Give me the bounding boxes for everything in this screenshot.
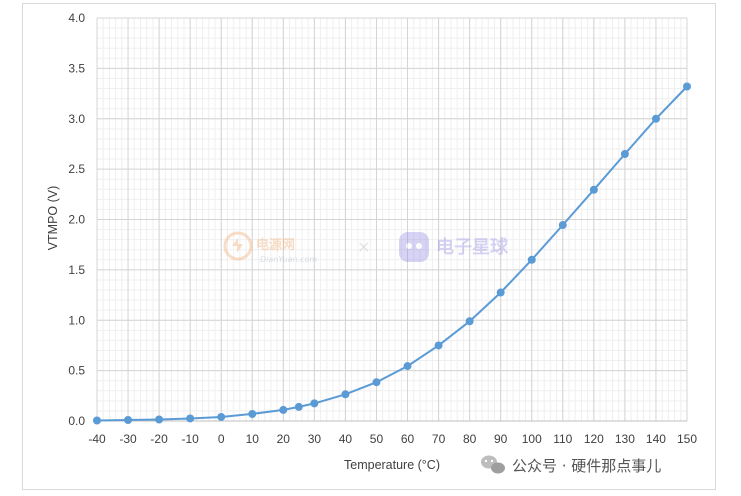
data-point bbox=[341, 390, 350, 399]
x-tick-label: 20 bbox=[277, 432, 291, 446]
data-point bbox=[434, 341, 443, 350]
data-point bbox=[372, 378, 381, 387]
x-tick-label: 0 bbox=[218, 432, 225, 446]
x-tick-label: -40 bbox=[88, 432, 106, 446]
y-tick-label: 0.5 bbox=[68, 364, 85, 378]
y-tick-label: 3.5 bbox=[68, 61, 85, 75]
x-tick-label: 60 bbox=[401, 432, 415, 446]
data-point bbox=[310, 399, 319, 408]
data-point bbox=[186, 414, 195, 423]
y-tick-label: 3.0 bbox=[68, 112, 85, 126]
data-point bbox=[93, 416, 101, 425]
dianyuan-logo: 电源网 DianYuan.com bbox=[223, 231, 317, 264]
x-tick-label: 30 bbox=[308, 432, 322, 446]
data-point bbox=[403, 362, 412, 371]
data-point bbox=[124, 415, 133, 424]
y-tick-label: 1.0 bbox=[68, 313, 85, 327]
x-tick-label: 10 bbox=[246, 432, 260, 446]
x-tick-label: 70 bbox=[432, 432, 446, 446]
watermark: 电源网 DianYuan.com × 电子星球 bbox=[223, 231, 509, 264]
x-tick-label: -30 bbox=[119, 432, 137, 446]
data-point bbox=[496, 288, 505, 297]
data-point bbox=[527, 255, 536, 264]
data-point bbox=[683, 82, 691, 91]
y-tick-label: 2.5 bbox=[68, 162, 85, 176]
watermark-site-en: DianYuan.com bbox=[260, 255, 317, 264]
y-tick-label: 2.0 bbox=[68, 213, 85, 227]
watermark-separator: × bbox=[357, 237, 370, 256]
y-tick-label: 1.5 bbox=[68, 263, 85, 277]
x-tick-label: -10 bbox=[181, 432, 199, 446]
x-axis-title: Temperature (°C) bbox=[344, 458, 440, 472]
x-tick-label: 110 bbox=[553, 432, 572, 446]
x-tick-label: 140 bbox=[646, 432, 666, 446]
watermark-partner: 电子星球 bbox=[436, 236, 509, 258]
x-tick-label: 80 bbox=[463, 432, 477, 446]
data-point bbox=[217, 412, 226, 421]
x-tick-label: 130 bbox=[615, 432, 635, 446]
x-tick-labels: -40 -30 -20 -10 0 10 20 30 40 50 60 70 80 90 100 110 120… bbox=[88, 432, 697, 446]
wechat-icon bbox=[481, 455, 505, 474]
data-point bbox=[279, 405, 288, 414]
credit-text: 公众号 · 硬件那点事儿 bbox=[512, 457, 661, 475]
y-tick-labels: 0.0 0.5 1.0 1.5 2.0 2.5 3.0 3.5 4.0 bbox=[68, 11, 85, 428]
x-tick-label: -20 bbox=[150, 432, 168, 446]
x-tick-label: 150 bbox=[677, 432, 697, 446]
wechat-credit: 公众号 · 硬件那点事儿 bbox=[481, 455, 661, 475]
y-tick-label: 0.0 bbox=[68, 414, 85, 428]
watermark-site-cn: 电源网 bbox=[256, 237, 295, 253]
major-grid bbox=[96, 17, 688, 422]
data-point bbox=[248, 409, 257, 418]
x-tick-label: 100 bbox=[522, 432, 542, 446]
x-tick-label: 50 bbox=[370, 432, 384, 446]
data-point bbox=[294, 402, 303, 411]
data-point bbox=[465, 317, 474, 326]
y-axis-title: VTMPO (V) bbox=[46, 186, 60, 251]
y-tick-label: 4.0 bbox=[68, 11, 85, 25]
xingqiu-logo: 电子星球 bbox=[399, 232, 509, 262]
data-point bbox=[155, 415, 164, 424]
data-point bbox=[620, 150, 629, 159]
x-tick-label: 40 bbox=[339, 432, 353, 446]
x-tick-label: 120 bbox=[584, 432, 604, 446]
data-point bbox=[558, 221, 567, 230]
data-point bbox=[589, 185, 598, 194]
data-points bbox=[93, 82, 691, 425]
data-point bbox=[651, 114, 660, 123]
x-tick-label: 90 bbox=[494, 432, 508, 446]
